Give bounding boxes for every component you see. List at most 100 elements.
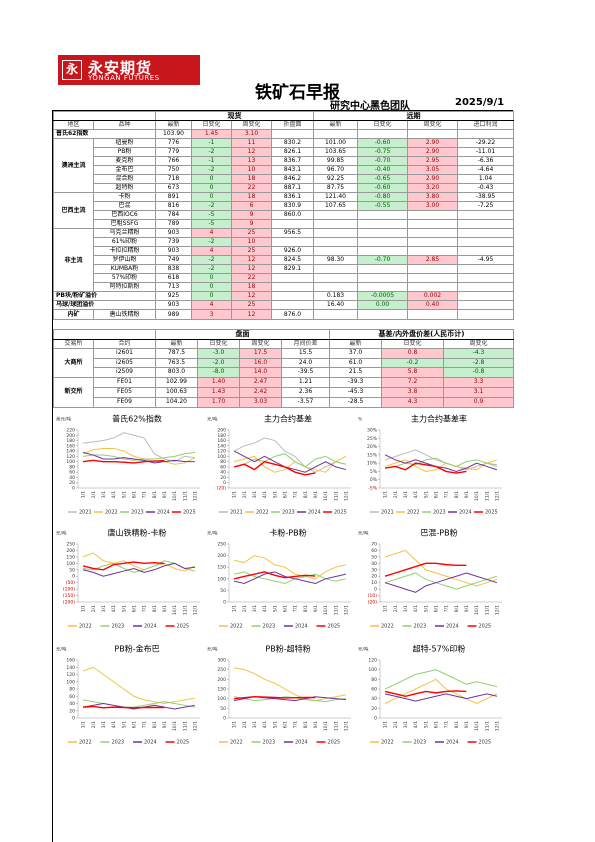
empty-cell <box>271 219 314 229</box>
item-name: KUMBA粉 <box>93 264 156 274</box>
legend-label: 2024 <box>144 624 157 630</box>
value-cell: 121.40 <box>313 192 358 202</box>
x-tick-label: 11/1 <box>333 491 339 501</box>
y-tick-label: 120 <box>368 658 377 664</box>
series-line <box>384 693 498 702</box>
series-line <box>384 454 498 472</box>
empty-cell <box>357 219 408 229</box>
value-cell: 713 <box>155 282 192 292</box>
y-tick-label: (20) <box>217 486 226 492</box>
x-tick-label: 12/1 <box>494 721 500 731</box>
series-line <box>233 450 347 473</box>
table-row: 61%印粉 739 -2 10 <box>54 237 514 247</box>
value-cell: 87.75 <box>313 183 358 193</box>
report-date: 2025/9/1 <box>455 97 505 108</box>
empty-cell <box>357 273 408 283</box>
chart-title: 主力合约基差 <box>264 414 312 424</box>
chart-title: 巴混-PB粉 <box>420 528 457 538</box>
value-cell: 766 <box>155 156 192 166</box>
value-cell: 3.00 <box>407 201 458 211</box>
value-cell: -2.0 <box>197 357 240 369</box>
item-name: PB粉 <box>93 147 156 157</box>
value-cell: -29.22 <box>457 138 514 148</box>
empty-cell <box>313 228 358 238</box>
value-cell: -0.65 <box>357 174 408 184</box>
x-tick-label: 8/1 <box>152 491 158 498</box>
legend-label: 2024 <box>144 740 157 746</box>
y-tick-label: 40 <box>69 475 75 481</box>
x-tick-label: 2/1 <box>242 605 248 612</box>
y-tick-label: 0% <box>370 477 378 483</box>
item-name: 巴混 <box>93 201 156 211</box>
item-name: 纽曼粉 <box>93 138 156 148</box>
x-tick-label: 3/1 <box>403 721 409 728</box>
y-tick-label: 60 <box>69 694 75 700</box>
x-tick-label: 5/1 <box>121 721 127 728</box>
value-cell: -0.2 <box>381 357 444 369</box>
x-tick-label: 2/1 <box>393 491 399 498</box>
value-cell: 16.0 <box>239 357 282 369</box>
value-cell: 750 <box>155 165 192 175</box>
value-cell: 9 <box>231 219 272 229</box>
item-name: FE09 <box>93 396 156 408</box>
value-cell: 718 <box>155 174 192 184</box>
x-tick-label: 5/1 <box>121 491 127 498</box>
y-tick-label: 0 <box>72 574 75 580</box>
column-header: 品种 <box>93 120 156 130</box>
empty-cell <box>457 129 514 139</box>
empty-cell <box>357 129 408 139</box>
x-tick-label: 9/1 <box>464 605 470 612</box>
value-cell: 0 <box>191 174 232 184</box>
value-cell: 3.03 <box>239 396 282 408</box>
y-tick-label: 140 <box>66 449 75 455</box>
x-tick-label: 12/1 <box>192 721 198 731</box>
legend-label: 2022 <box>381 740 394 746</box>
value-cell: 12 <box>231 291 272 301</box>
x-tick-label: 11/1 <box>333 605 339 615</box>
empty-cell <box>313 264 358 274</box>
value-cell: 101.00 <box>313 138 358 148</box>
legend-label: 2025 <box>479 624 492 630</box>
item-name: 乌克兰精粉 <box>93 228 156 238</box>
x-tick-label: 7/1 <box>444 491 450 498</box>
logo-text: 永安期货 <box>88 59 153 77</box>
value-cell: 0.8 <box>381 347 444 359</box>
legend-label: 2023 <box>112 740 125 746</box>
series-line <box>82 552 196 572</box>
y-tick-label: 220 <box>66 428 75 434</box>
value-cell: 846.2 <box>271 174 314 184</box>
y-tick-label: (150) <box>63 593 75 599</box>
x-tick-label: 10/1 <box>323 721 329 731</box>
x-tick-label: 9/1 <box>162 491 168 498</box>
item-name: i2601 <box>93 347 156 359</box>
value-cell: 3.10 <box>231 129 272 139</box>
value-cell: 1.70 <box>197 396 240 408</box>
table-row: FE09 104.20 1.70 3.03 -3.57 -28.5 4.3 0.9 <box>54 396 515 408</box>
y-tick-label: 100 <box>217 454 226 460</box>
group-header-row: 现货 远期 <box>53 111 514 121</box>
x-tick-label: 11/1 <box>333 721 339 731</box>
value-cell: 12 <box>231 309 272 320</box>
value-cell: 843.1 <box>271 165 314 175</box>
legend-label: 2021 <box>230 510 243 516</box>
x-tick-label: 2/1 <box>91 721 97 728</box>
y-tick-label: 160 <box>217 438 226 444</box>
empty-cell <box>457 228 514 238</box>
x-tick-label: 10/1 <box>474 605 480 615</box>
item-name: i2605 <box>93 357 156 369</box>
y-tick-label: 40 <box>69 701 75 707</box>
value-cell: -0.40 <box>357 165 408 175</box>
x-tick-label: 11/1 <box>484 605 490 615</box>
x-tick-label: 11/1 <box>182 721 188 731</box>
spot-table: 现货 远期 地区 品种 最新 日变化 周变化 折盘面 最新 日变化 周变化 进口利润 普氏62指数 103… <box>53 111 514 320</box>
axis-unit: 元/吨 <box>56 530 67 537</box>
empty-cell <box>407 309 458 320</box>
item-name: i2509 <box>93 367 156 379</box>
group-spacer <box>53 329 156 340</box>
empty-cell <box>357 282 408 292</box>
value-cell: -45.3 <box>329 386 382 398</box>
value-cell: 22 <box>231 273 272 283</box>
legend-label: 2022 <box>230 624 243 630</box>
legend-label: 2024 <box>157 510 170 516</box>
